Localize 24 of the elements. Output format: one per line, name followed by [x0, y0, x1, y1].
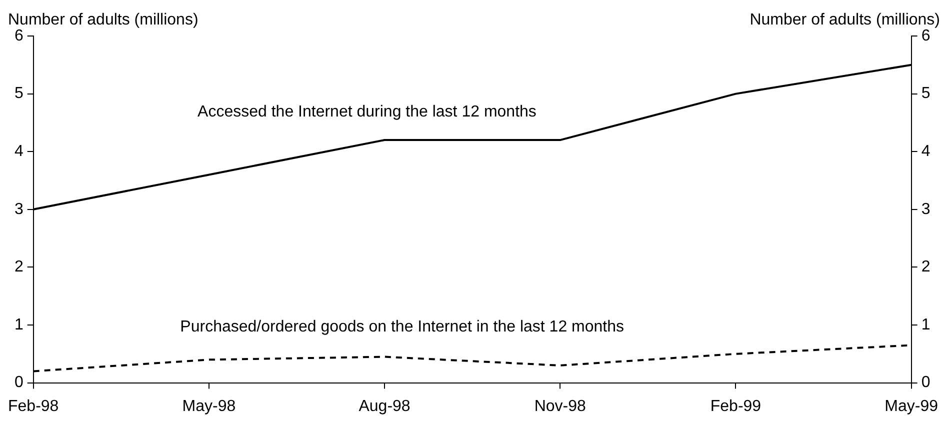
- y-tick-label: 0: [14, 374, 24, 392]
- y2-tick-label: 4: [921, 143, 930, 160]
- x-tick-label: Feb-98: [8, 398, 59, 415]
- series-label: Accessed the Internet during the last 12 months: [198, 103, 536, 120]
- y2-tick-label: 5: [921, 85, 930, 102]
- x-tick-label: Aug-98: [358, 398, 410, 415]
- y2-axis-title: Number of adults (millions): [750, 11, 940, 28]
- y-tick-label: 4: [14, 143, 24, 160]
- y2-tick-label: 6: [921, 27, 930, 44]
- y-tick-label: 1: [14, 316, 24, 334]
- y-tick-label: 6: [14, 27, 24, 44]
- x-tick-label: May-98: [182, 398, 236, 415]
- y-tick-label: 2: [14, 258, 24, 276]
- y-tick-label: 3: [14, 200, 24, 218]
- series-label: Purchased/ordered goods on the Internet in the last 12 months: [180, 318, 624, 336]
- y2-tick-label: 2: [921, 258, 930, 276]
- x-tick-label: May-99: [884, 398, 938, 415]
- y2-tick-label: 1: [921, 316, 930, 334]
- y-tick-label: 5: [14, 85, 24, 102]
- y-axis-title: Number of adults (millions): [8, 11, 198, 28]
- x-tick-label: Feb-99: [710, 398, 762, 415]
- y2-tick-label: 0: [921, 374, 930, 392]
- y2-tick-label: 3: [921, 200, 930, 218]
- x-tick-label: Nov-98: [534, 398, 586, 415]
